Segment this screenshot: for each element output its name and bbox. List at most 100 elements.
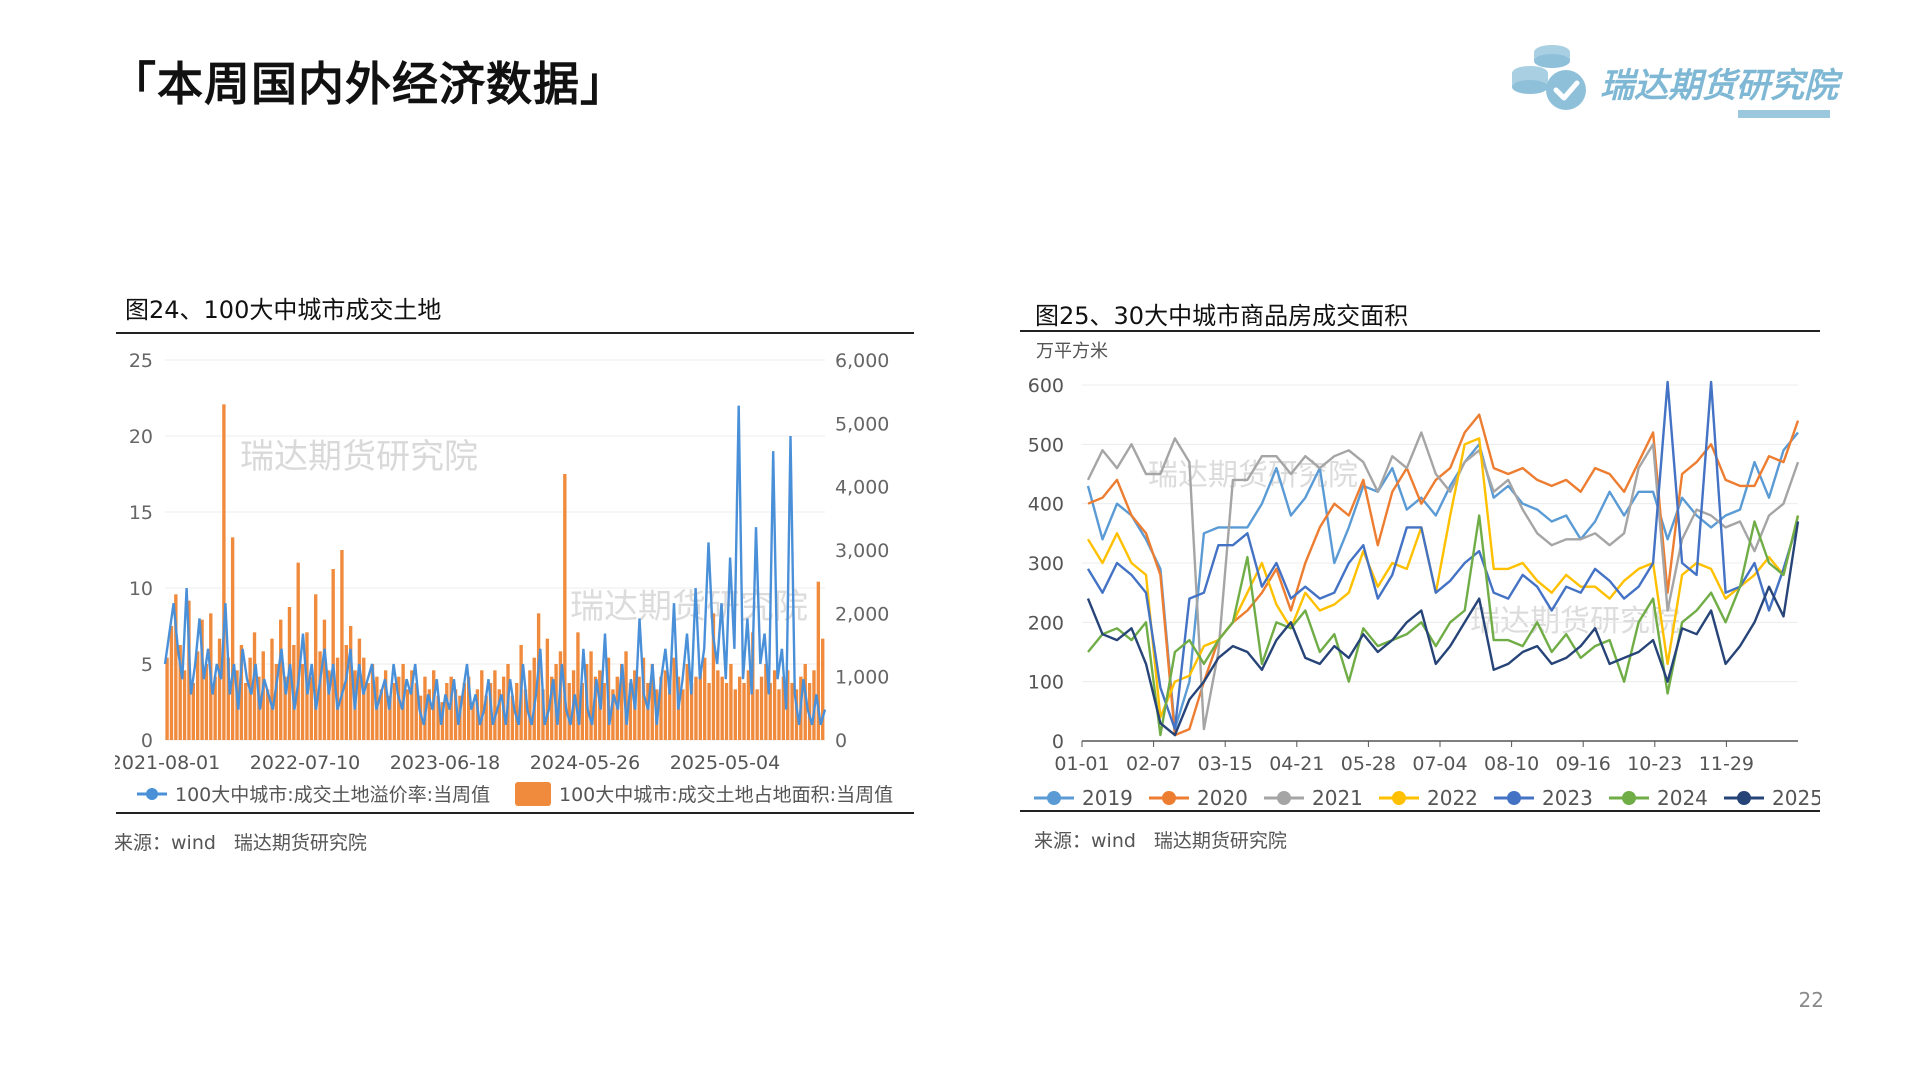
- land-area-bar: [580, 683, 585, 740]
- land-area-bar: [659, 676, 663, 740]
- chart-watermark: 瑞达期货研究院: [1470, 604, 1680, 639]
- land-area-bar: [340, 550, 344, 740]
- chart-watermark: 瑞达期货研究院: [240, 437, 478, 477]
- y-tick-label: 400: [1028, 494, 1064, 516]
- land-area-bar: [663, 670, 668, 740]
- land-area-bar: [668, 683, 672, 740]
- land-area-bar: [204, 664, 209, 740]
- land-area-bar: [379, 689, 383, 740]
- land-area-bar: [366, 683, 370, 740]
- land-area-bar: [755, 689, 759, 740]
- land-area-bar: [370, 664, 375, 740]
- land-area-bar: [716, 670, 720, 740]
- y-tick-label: 600: [1028, 375, 1064, 397]
- land-area-bar: [357, 638, 362, 740]
- land-area-bar: [471, 702, 475, 740]
- y-tick-label: 100: [1028, 672, 1064, 694]
- coins-check-icon: [1512, 45, 1586, 110]
- premium-rate-line: [163, 405, 827, 726]
- right-top-rule: [1020, 330, 1820, 332]
- series-line-2025: [1086, 521, 1800, 737]
- land-area-bar: [703, 657, 707, 740]
- land-area-bar: [200, 619, 204, 740]
- land-area-bar: [462, 683, 466, 740]
- land-area-bar: [436, 695, 440, 740]
- land-area-bar: [405, 689, 410, 740]
- land-area-bar: [593, 676, 598, 740]
- series-line-2019: [1086, 431, 1799, 731]
- land-area-bar: [248, 657, 252, 740]
- land-area-bar: [213, 676, 217, 740]
- y-right-tick-label: 3,000: [835, 540, 889, 562]
- y-right-tick-label: 4,000: [835, 477, 889, 499]
- land-area-bar: [646, 683, 650, 740]
- land-area-bar: [777, 689, 781, 740]
- land-area-bar: [217, 638, 222, 740]
- land-area-bar: [685, 664, 689, 740]
- y-tick-label: 200: [1028, 612, 1064, 634]
- land-area-bar: [781, 676, 786, 740]
- land-area-bar: [611, 689, 615, 740]
- y-right-tick-label: 1,000: [835, 667, 889, 689]
- x-tick-label: 05-28: [1341, 753, 1396, 775]
- y-left-tick-label: 20: [129, 426, 153, 448]
- right-source: 来源：wind 瑞达期货研究院: [1034, 826, 1305, 853]
- x-tick-label: 10-23: [1627, 753, 1682, 775]
- x-tick-label: 03-15: [1198, 753, 1253, 775]
- land-area-bar: [169, 626, 174, 740]
- land-area-bar: [265, 689, 270, 740]
- x-tick-label: 09-16: [1556, 753, 1611, 775]
- land-area-bar: [388, 695, 392, 740]
- land-area-bar: [628, 683, 633, 740]
- x-tick-label: 01-01: [1054, 753, 1109, 775]
- y-tick-label: 500: [1028, 434, 1064, 456]
- land-area-bar: [174, 594, 178, 740]
- x-tick-label: 08-10: [1484, 753, 1539, 775]
- land-area-bar: [484, 695, 488, 740]
- land-area-bar: [274, 664, 279, 740]
- land-area-bar: [545, 638, 550, 740]
- source-org: 瑞达期货研究院: [1153, 830, 1287, 852]
- land-area-bar: [528, 670, 532, 740]
- x-tick-label: 2023-06-18: [390, 752, 500, 774]
- source-org: 瑞达期货研究院: [233, 832, 367, 854]
- legend-marker: [1047, 791, 1061, 805]
- legend-marker: [1737, 791, 1751, 805]
- right-bottom-rule: [1020, 810, 1820, 812]
- land-area-bar: [698, 670, 703, 740]
- land-area-bar: [694, 676, 698, 740]
- land-area-bar: [195, 651, 200, 740]
- land-area-bar: [786, 670, 790, 740]
- land-area-bar: [772, 670, 777, 740]
- left-source: 来源：wind 瑞达期货研究院: [114, 828, 385, 855]
- page-number: 22: [1798, 988, 1824, 1012]
- land-area-bar: [821, 638, 825, 740]
- land-area-bar: [427, 689, 432, 740]
- page-title: 「本周国内外经济数据」: [110, 57, 627, 111]
- land-area-bar: [252, 632, 257, 740]
- x-tick-label: 04-21: [1269, 753, 1324, 775]
- land-area-bar: [523, 689, 528, 740]
- series-line-2022: [1086, 437, 1800, 719]
- land-area-bar: [165, 657, 169, 740]
- land-area-bar: [515, 683, 519, 740]
- land-area-bar: [602, 683, 606, 740]
- x-tick-label: 2024-05-26: [530, 752, 640, 774]
- land-area-bar: [322, 619, 327, 740]
- land-area-bar: [191, 683, 195, 740]
- legend-label: 2025: [1772, 786, 1820, 810]
- x-tick-label: 2025-05-04: [670, 752, 780, 774]
- land-area-bar: [383, 670, 388, 740]
- land-area-bar: [497, 689, 501, 740]
- land-area-bar: [182, 670, 187, 740]
- land-area-bar: [279, 619, 283, 740]
- land-area-bar: [314, 594, 318, 740]
- logo-underline: [1738, 110, 1830, 118]
- land-area-bar: [641, 657, 646, 740]
- land-area-bar: [711, 613, 716, 740]
- land-area-bar: [637, 676, 641, 740]
- land-area-bar: [619, 664, 624, 740]
- land-area-bar: [327, 670, 331, 740]
- land-area-bar: [681, 689, 685, 740]
- land-area-bar: [672, 657, 676, 740]
